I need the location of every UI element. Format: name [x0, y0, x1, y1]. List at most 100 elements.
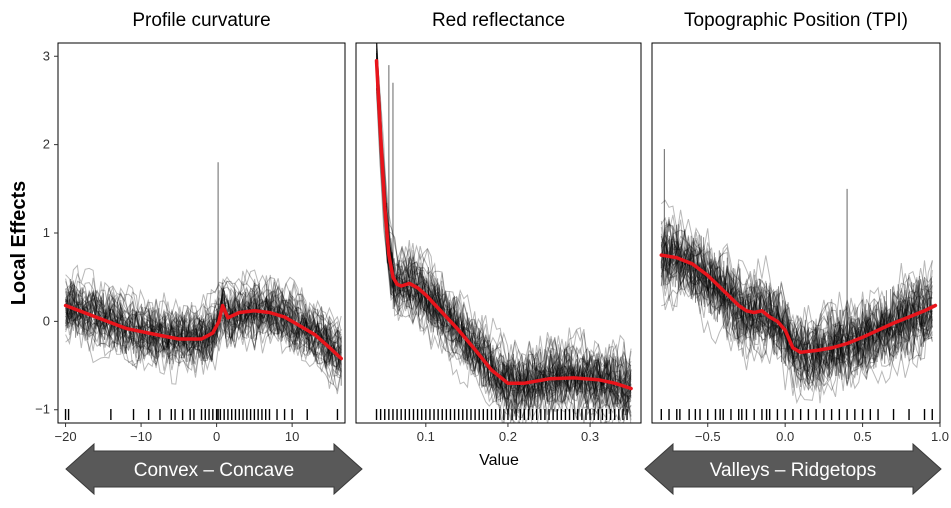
ice-line [376, 87, 632, 421]
ice-line [660, 228, 933, 373]
ice-line [661, 268, 933, 404]
ice-line [376, 84, 632, 408]
ice-line [376, 84, 632, 422]
ice-line [65, 281, 342, 365]
y-tick-label: 1 [43, 225, 50, 240]
x-tick-label: −10 [130, 429, 152, 444]
ice-line [376, 52, 632, 400]
ice-line [65, 267, 342, 341]
ice-line [660, 214, 933, 356]
x-tick-label: −0.5 [695, 429, 721, 444]
ice-line [65, 297, 342, 372]
ice-line [65, 275, 342, 343]
ice-line [65, 303, 342, 368]
mean-effect-line [659, 253, 938, 355]
ice-line [660, 256, 933, 385]
x-tick-label: 0.1 [417, 429, 435, 444]
ice-line [376, 48, 632, 393]
ice-line [65, 283, 342, 363]
ice-line [65, 299, 342, 366]
ice-line [376, 87, 632, 423]
ice-line [376, 67, 632, 397]
ice-line [65, 283, 342, 368]
x-tick-label: 0.3 [581, 429, 599, 444]
rug-marks [660, 409, 933, 420]
ice-line [660, 254, 933, 391]
ice-line [660, 229, 933, 372]
ice-line [376, 56, 632, 399]
ice-line [376, 57, 632, 411]
ice-line [660, 240, 933, 395]
ice-line [660, 199, 933, 355]
x-axis-title: Value [479, 452, 519, 469]
ice-line [65, 297, 342, 367]
ice-lines [660, 149, 933, 405]
x-tick-label: −20 [55, 429, 77, 444]
y-tick-label: 3 [43, 48, 50, 63]
ice-line [376, 52, 632, 387]
ice-line [376, 43, 632, 398]
panel-border [355, 42, 642, 424]
ice-line [65, 274, 342, 346]
chart-panel-2: Red reflectance 0.1 0.2 0.3 [355, 10, 642, 444]
ice-line [65, 305, 342, 377]
ice-line [660, 223, 933, 365]
mean-effect-line [63, 303, 343, 361]
ice-line [376, 44, 632, 393]
x-tick-label: 1.0 [931, 429, 949, 444]
ice-line [661, 253, 933, 374]
ice-line [660, 251, 933, 378]
ice-line [660, 220, 933, 366]
ice-line [376, 76, 632, 413]
x-tick-label: 0.0 [776, 429, 794, 444]
ice-line [65, 303, 342, 378]
mean-effect-line [374, 58, 633, 391]
ice-line [376, 45, 632, 393]
ice-line [65, 309, 342, 386]
ice-line [65, 288, 342, 357]
annotation-label: Convex – Concave [134, 460, 295, 481]
ice-line [65, 285, 342, 350]
ice-line [65, 278, 342, 361]
ice-line [65, 285, 342, 361]
rug-marks [375, 409, 628, 420]
ice-line [376, 72, 632, 422]
ice-line [65, 301, 342, 395]
ice-line [376, 53, 632, 398]
ice-line [376, 43, 632, 398]
ice-line [660, 236, 933, 374]
ice-line [660, 244, 933, 391]
ice-line [376, 43, 632, 401]
ice-lines [65, 162, 342, 395]
ice-line [660, 231, 933, 366]
ice-line [660, 209, 933, 365]
ice-line [660, 240, 933, 372]
y-tick-label: −1 [35, 402, 50, 417]
panel-title: Profile curvature [132, 10, 270, 31]
ice-line [660, 245, 933, 405]
ice-line [376, 79, 632, 419]
rug-marks [64, 409, 339, 420]
y-tick-label: 0 [43, 313, 50, 328]
chart-panel-3: Topographic Position (TPI) −0.5 0.0 0.5 1.0 [651, 10, 949, 444]
ice-line [65, 290, 342, 372]
ice-line [376, 43, 632, 391]
ice-line [65, 288, 342, 350]
annotation-arrow: Valleys – Ridgetops [644, 442, 942, 496]
ice-line [376, 82, 632, 419]
ice-line [65, 276, 342, 351]
ice-line [660, 231, 933, 365]
y-axis-title: Local Effects [8, 181, 30, 305]
ice-line [660, 218, 933, 369]
x-tick-label: 0.2 [499, 429, 517, 444]
x-tick-label: 0.5 [854, 429, 872, 444]
ice-line [376, 87, 632, 423]
ice-line [376, 43, 632, 394]
ice-line [65, 310, 342, 379]
ice-line [65, 281, 342, 353]
ice-line [660, 252, 933, 396]
ice-line [376, 52, 632, 420]
